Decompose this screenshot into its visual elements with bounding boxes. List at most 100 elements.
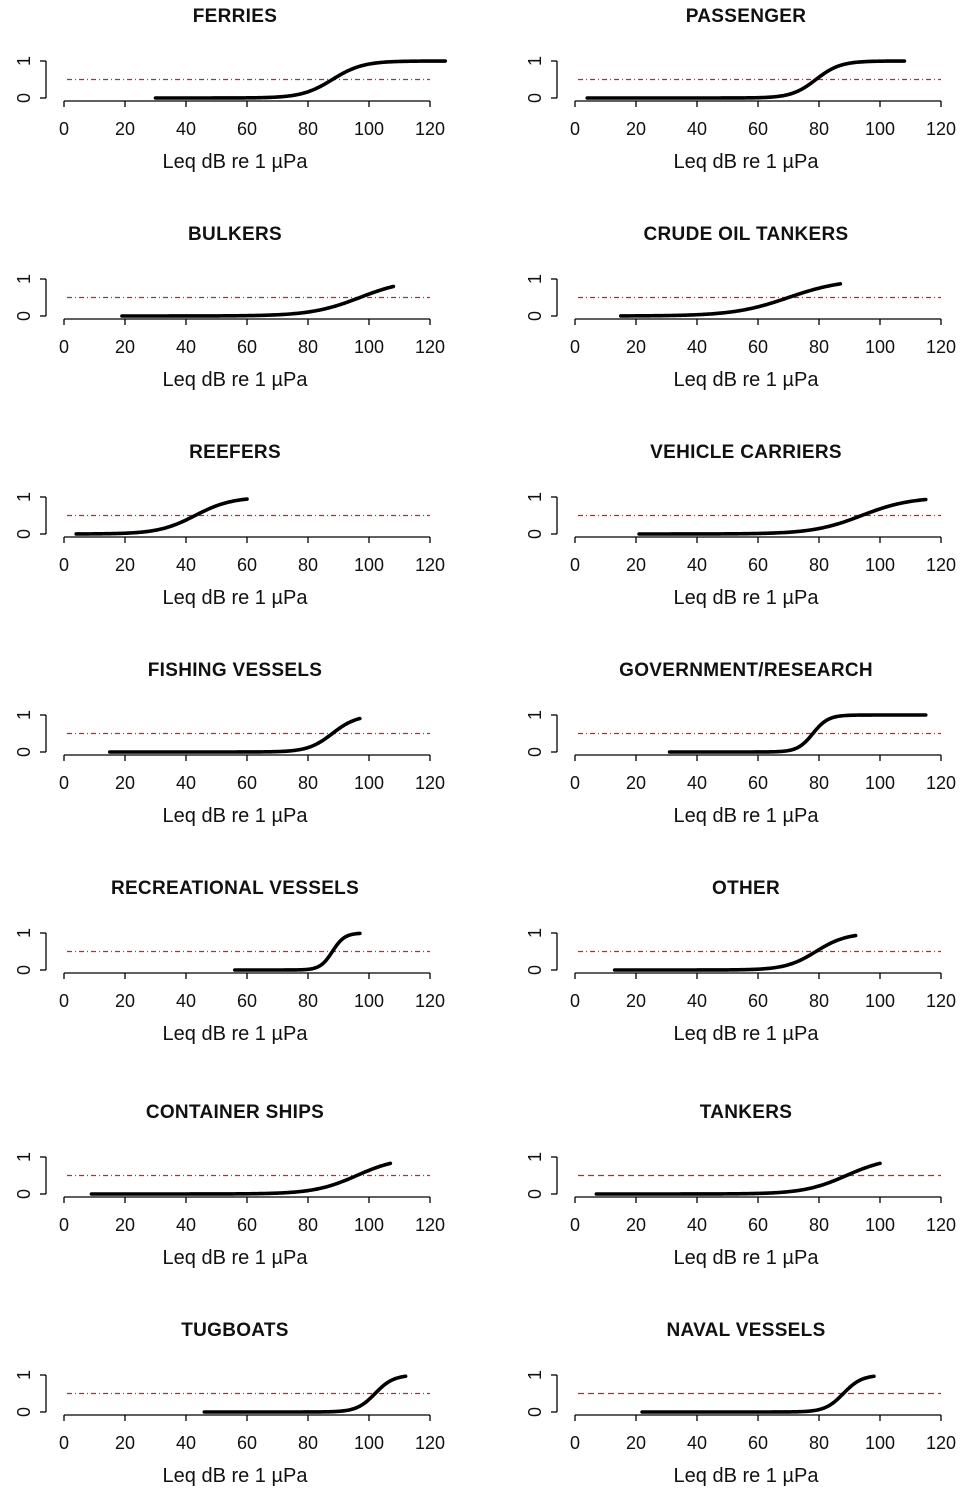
y-tick-label: 0 — [14, 529, 34, 539]
chart-title: CRUDE OIL TANKERS — [643, 224, 849, 245]
x-tick-label: 20 — [115, 991, 135, 1011]
x-tick-label: 120 — [415, 1433, 445, 1453]
chart-panel: RECREATIONAL VESSELS 0 20 40 60 80 100 120 0 1 Leq… — [0, 872, 470, 1058]
plot-area: 0 20 40 60 80 100 120 0 1 — [14, 56, 448, 139]
x-tick-label: 80 — [809, 773, 829, 793]
y-tick-label: 1 — [14, 1370, 34, 1380]
chart-panel: CRUDE OIL TANKERS 0 20 40 60 80 100 120 0 1 Leq dB… — [511, 218, 960, 404]
y-tick-label: 1 — [14, 1152, 34, 1162]
plot-area: 0 20 40 60 80 100 120 0 1 — [14, 710, 445, 793]
x-axis-label: Leq dB re 1 µPa — [162, 1247, 308, 1269]
x-tick-label: 20 — [626, 555, 646, 575]
x-tick-label: 60 — [748, 337, 768, 357]
chart-panel: OTHER 0 20 40 60 80 100 120 0 1 Leq dB re 1 µPa — [511, 872, 960, 1058]
x-tick-label: 120 — [415, 1215, 445, 1235]
x-axis-label: Leq dB re 1 µPa — [162, 1465, 308, 1487]
chart-panel: REEFERS 0 20 40 60 80 100 120 0 1 Leq dB re 1 µPa — [0, 436, 470, 622]
x-tick-label: 80 — [809, 119, 829, 139]
x-tick-label: 100 — [865, 119, 895, 139]
plot-area: 0 20 40 60 80 100 120 0 1 — [14, 274, 445, 357]
y-tick-label: 0 — [525, 529, 545, 539]
x-tick-label: 100 — [354, 1215, 384, 1235]
probability-curve — [107, 716, 362, 754]
y-tick-label: 0 — [14, 965, 34, 975]
chart-panel: TUGBOATS 0 20 40 60 80 100 120 0 1 Leq dB re 1 µPa — [0, 1314, 470, 1500]
probability-curve — [153, 59, 448, 100]
probability-curve — [233, 931, 362, 972]
y-tick-label: 0 — [525, 1189, 545, 1199]
x-tick-label: 100 — [865, 1215, 895, 1235]
x-tick-label: 80 — [298, 1215, 318, 1235]
x-tick-label: 20 — [115, 1433, 135, 1453]
x-tick-label: 100 — [865, 991, 895, 1011]
x-tick-label: 0 — [570, 1215, 580, 1235]
x-tick-label: 120 — [926, 991, 956, 1011]
x-axis-label: Leq dB re 1 µPa — [673, 805, 819, 827]
x-tick-label: 60 — [237, 773, 257, 793]
plot-area: 0 20 40 60 80 100 120 0 1 — [525, 1370, 956, 1453]
x-tick-label: 40 — [176, 555, 196, 575]
probability-curve — [637, 497, 928, 536]
y-tick-label: 1 — [525, 928, 545, 938]
x-tick-label: 20 — [626, 1215, 646, 1235]
chart-panel: TANKERS 0 20 40 60 80 100 120 0 1 Leq dB re 1 µPa — [511, 1096, 960, 1282]
x-tick-label: 40 — [176, 337, 196, 357]
x-tick-label: 100 — [354, 991, 384, 1011]
x-tick-label: 120 — [926, 337, 956, 357]
plot-area: 0 20 40 60 80 100 120 0 1 — [14, 492, 445, 575]
x-axis-label: Leq dB re 1 µPa — [673, 151, 819, 173]
x-tick-label: 40 — [687, 1433, 707, 1453]
x-tick-label: 0 — [570, 991, 580, 1011]
x-tick-label: 20 — [115, 337, 135, 357]
plot-area: 0 20 40 60 80 100 120 0 1 — [525, 492, 956, 575]
x-tick-label: 0 — [570, 1433, 580, 1453]
x-tick-label: 120 — [926, 1433, 956, 1453]
x-tick-label: 60 — [237, 1215, 257, 1235]
probability-curve — [120, 284, 396, 318]
x-tick-label: 0 — [59, 1215, 69, 1235]
x-tick-label: 20 — [626, 1433, 646, 1453]
x-axis-label: Leq dB re 1 µPa — [673, 369, 819, 391]
plot-area: 0 20 40 60 80 100 120 0 1 — [525, 928, 956, 1011]
x-tick-label: 120 — [415, 555, 445, 575]
probability-curve — [618, 282, 843, 318]
x-tick-label: 60 — [748, 119, 768, 139]
x-tick-label: 60 — [748, 555, 768, 575]
y-tick-label: 1 — [525, 710, 545, 720]
x-tick-label: 60 — [748, 991, 768, 1011]
x-tick-label: 0 — [570, 119, 580, 139]
y-tick-label: 0 — [14, 1189, 34, 1199]
x-tick-label: 80 — [298, 337, 318, 357]
x-tick-label: 100 — [354, 1433, 384, 1453]
x-tick-label: 80 — [298, 555, 318, 575]
x-tick-label: 120 — [926, 555, 956, 575]
x-tick-label: 40 — [176, 991, 196, 1011]
x-tick-label: 60 — [237, 337, 257, 357]
y-tick-label: 1 — [525, 56, 545, 66]
x-tick-label: 80 — [809, 1433, 829, 1453]
probability-curve — [640, 1374, 876, 1414]
chart-panel: CONTAINER SHIPS 0 20 40 60 80 100 120 0 1 Leq dB r… — [0, 1096, 470, 1282]
x-axis-label: Leq dB re 1 µPa — [162, 805, 308, 827]
x-axis-label: Leq dB re 1 µPa — [162, 587, 308, 609]
x-tick-label: 100 — [354, 337, 384, 357]
x-tick-label: 40 — [687, 119, 707, 139]
x-tick-label: 20 — [115, 119, 135, 139]
x-tick-label: 120 — [415, 119, 445, 139]
x-tick-label: 60 — [237, 1433, 257, 1453]
chart-title: GOVERNMENT/RESEARCH — [619, 660, 873, 681]
plot-area: 0 20 40 60 80 100 120 0 1 — [525, 710, 956, 793]
x-tick-label: 20 — [626, 991, 646, 1011]
chart-panel: NAVAL VESSELS 0 20 40 60 80 100 120 0 1 Leq dB re … — [511, 1314, 960, 1500]
y-tick-label: 1 — [14, 492, 34, 502]
x-tick-label: 120 — [926, 773, 956, 793]
chart-panel: PASSENGER 0 20 40 60 80 100 120 0 1 Leq dB re 1 µP… — [511, 0, 960, 186]
y-tick-label: 1 — [14, 928, 34, 938]
x-tick-label: 40 — [687, 773, 707, 793]
y-tick-label: 1 — [525, 1152, 545, 1162]
y-tick-label: 1 — [14, 56, 34, 66]
x-tick-label: 100 — [354, 555, 384, 575]
y-tick-label: 1 — [14, 274, 34, 284]
x-tick-label: 100 — [865, 337, 895, 357]
